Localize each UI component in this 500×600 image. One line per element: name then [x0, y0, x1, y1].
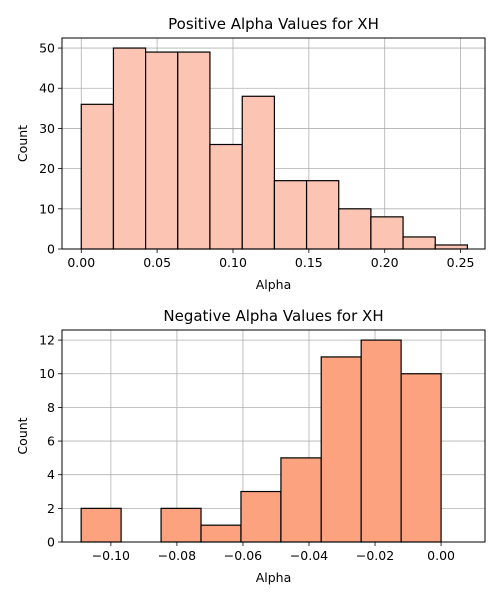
histogram-bar — [177, 51, 211, 250]
histogram-bar — [160, 507, 202, 543]
x-tick-label: −0.02 — [356, 548, 394, 563]
x-tick-label: −0.04 — [290, 548, 328, 563]
x-tick-label: 0.05 — [143, 255, 171, 270]
x-tick-label: 0.00 — [427, 548, 455, 563]
x-tick-label: 0.25 — [447, 255, 475, 270]
negative-alpha-chart: Negative Alpha Values for XH −0.10 −0.08 −… — [15, 307, 486, 585]
histogram-bar — [112, 47, 147, 250]
histogram-bar — [434, 244, 469, 250]
histogram-bar — [273, 180, 308, 250]
histogram-bar — [402, 236, 436, 250]
histogram-bar — [240, 490, 282, 543]
y-tick-label: 8 — [47, 400, 55, 415]
y-tick-label: 6 — [47, 434, 55, 449]
y-tick-label: 20 — [39, 161, 55, 176]
histogram-bar — [144, 51, 179, 250]
y-tick-label: 12 — [39, 333, 55, 348]
x-tick-label: 0.00 — [67, 255, 95, 270]
y-tick-label: 0 — [47, 242, 55, 257]
x-tick-label: 0.15 — [295, 255, 323, 270]
histogram-bar — [400, 373, 442, 543]
x-tick-label: 0.10 — [219, 255, 247, 270]
x-axis-label: Alpha — [256, 277, 292, 292]
y-tick-label: 50 — [39, 41, 55, 56]
y-tick-label: 0 — [47, 535, 55, 550]
x-tick-label: −0.10 — [92, 548, 130, 563]
positive-alpha-chart: Positive Alpha Values for XH 0.00 0.05 0.1… — [15, 15, 486, 292]
histogram-bar — [209, 143, 243, 250]
y-axis-label: Count — [15, 125, 30, 162]
chart-title: Positive Alpha Values for XH — [168, 15, 379, 33]
y-tick-label: 30 — [39, 121, 55, 136]
y-tick-label: 10 — [39, 366, 55, 381]
histogram-bar — [80, 103, 115, 250]
histogram-bar — [338, 208, 372, 250]
histogram-bar — [80, 507, 122, 543]
x-tick-label: −0.06 — [224, 548, 262, 563]
histogram-bar — [320, 356, 362, 543]
histogram-bar — [280, 457, 322, 543]
chart-title: Negative Alpha Values for XH — [163, 307, 383, 325]
y-tick-label: 40 — [39, 81, 55, 96]
x-tick-label: −0.08 — [158, 548, 196, 563]
plot-frame — [61, 37, 486, 250]
histogram-bar — [360, 339, 402, 543]
histogram-bar — [305, 180, 340, 250]
y-tick-label: 2 — [47, 501, 55, 516]
histogram-bar — [200, 524, 242, 543]
histogram-bar — [241, 95, 276, 250]
y-tick-label: 4 — [47, 467, 55, 482]
y-axis-label: Count — [15, 417, 30, 454]
plot-frame — [61, 329, 486, 543]
histogram-bar — [370, 216, 404, 250]
x-tick-label: 0.20 — [371, 255, 399, 270]
x-axis-label: Alpha — [256, 570, 292, 585]
y-tick-label: 10 — [39, 201, 55, 216]
